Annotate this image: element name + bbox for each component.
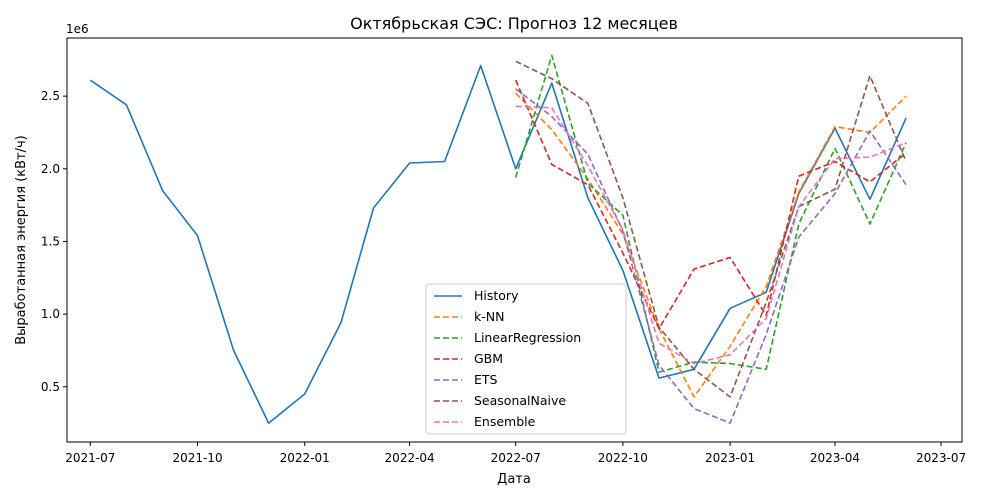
x-tick-label: 2022-10	[598, 451, 648, 465]
x-tick-label: 2022-07	[491, 451, 541, 465]
x-tick-label: 2023-04	[810, 451, 860, 465]
y-tick-label: 0.5	[41, 380, 60, 394]
series-line-gbm	[514, 79, 907, 330]
x-tick-label: 2023-01	[705, 451, 755, 465]
y-tick-label: 1.5	[41, 234, 60, 248]
y-tick-label: 2.5	[41, 89, 60, 103]
y-offset-label: 1e6	[66, 22, 89, 36]
series-line-k-nn	[515, 92, 907, 398]
x-tick-label: 2023-07	[916, 451, 966, 465]
legend: History k-NN LinearRegression GBM ETS Seasona…	[425, 283, 627, 435]
legend-label-history: History	[474, 288, 519, 303]
axes-frame	[66, 37, 963, 443]
y-axis-label: Выработанная энергия (кВт/ч)	[14, 135, 29, 345]
axis-ticks: 2021-07 2021-10 2022-01 2022-04 2022-07 2022-…	[41, 89, 966, 465]
legend-label-k-nn: k-NN	[474, 309, 504, 324]
x-tick-label: 2022-01	[280, 451, 330, 465]
legend-label-linearregression: LinearRegression	[474, 330, 581, 345]
series-line-seasonalnaive	[515, 60, 907, 398]
x-tick-label: 2021-07	[65, 451, 115, 465]
legend-label-ensemble: Ensemble	[474, 414, 536, 429]
series-line-ensemble	[515, 105, 907, 365]
x-tick-label: 2021-10	[172, 451, 222, 465]
x-axis-label: Дата	[497, 472, 531, 487]
series-line-ets	[515, 88, 907, 424]
legend-items: History k-NN LinearRegression GBM ETS Seasona…	[434, 288, 581, 429]
legend-label-ets: ETS	[474, 372, 498, 387]
chart-title: Октябрьская СЭС: Прогноз 12 месяцев	[350, 14, 678, 33]
y-tick-label: 1.0	[41, 307, 60, 321]
y-tick-label: 2.0	[41, 162, 60, 176]
legend-label-seasonalnaive: SeasonalNaive	[474, 393, 566, 408]
series-line-linearregression	[514, 54, 907, 374]
legend-label-gbm: GBM	[474, 351, 503, 366]
plot-lines	[89, 54, 907, 424]
x-tick-label: 2022-04	[385, 451, 435, 465]
legend-box	[425, 283, 627, 435]
series-line-history	[89, 64, 907, 424]
